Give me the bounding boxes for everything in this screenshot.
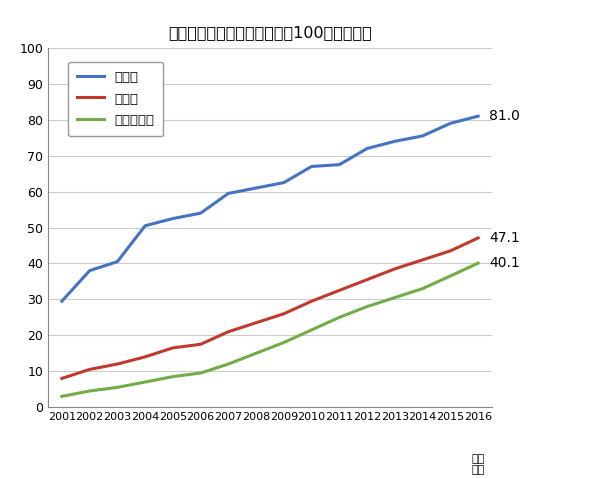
全世界 xyxy=(336,287,343,293)
先進国 xyxy=(197,210,204,216)
開発途上国 xyxy=(253,351,260,356)
開発途上国 xyxy=(169,374,176,379)
全世界 xyxy=(364,277,371,283)
Text: 40.1: 40.1 xyxy=(489,256,520,270)
先進国 xyxy=(142,223,149,228)
全世界 xyxy=(197,342,204,347)
先進国 xyxy=(308,164,315,170)
全世界 xyxy=(391,266,398,272)
開発途上国 xyxy=(336,314,343,320)
開発途上国 xyxy=(280,340,287,345)
先進国 xyxy=(253,185,260,191)
先進国 xyxy=(391,138,398,144)
全世界 xyxy=(114,361,121,367)
先進国 xyxy=(86,268,93,274)
開発途上国 xyxy=(58,394,65,399)
全世界 xyxy=(475,235,482,241)
全世界 xyxy=(58,376,65,381)
Legend: 先進国, 全世界, 開発途上国: 先進国, 全世界, 開発途上国 xyxy=(68,62,163,136)
開発途上国 xyxy=(419,285,426,291)
開発途上国 xyxy=(225,361,232,367)
Text: 47.1: 47.1 xyxy=(489,231,520,245)
先進国 xyxy=(280,180,287,185)
先進国 xyxy=(475,114,482,119)
先進国 xyxy=(114,259,121,264)
Text: 81.0: 81.0 xyxy=(489,109,520,123)
先進国 xyxy=(419,133,426,139)
全世界 xyxy=(142,354,149,360)
全世界 xyxy=(225,329,232,334)
全世界 xyxy=(169,345,176,351)
開発途上国 xyxy=(142,379,149,385)
先進国 xyxy=(447,121,454,126)
開発途上国 xyxy=(308,327,315,333)
全世界 xyxy=(253,320,260,326)
開発途上国 xyxy=(364,304,371,309)
Title: インターネット普及率（住氛100人あたり）: インターネット普及率（住氛100人あたり） xyxy=(168,25,372,40)
先進国 xyxy=(336,162,343,168)
先進国 xyxy=(58,298,65,304)
開発途上国 xyxy=(475,260,482,266)
先進国 xyxy=(364,146,371,151)
Line: 全世界: 全世界 xyxy=(62,238,478,378)
開発途上国 xyxy=(114,385,121,390)
先進国 xyxy=(225,191,232,196)
全世界 xyxy=(419,257,426,262)
Text: （推
計）: （推 計） xyxy=(472,454,485,476)
全世界 xyxy=(308,298,315,304)
全世界 xyxy=(86,366,93,372)
開発途上国 xyxy=(197,370,204,376)
全世界 xyxy=(280,311,287,317)
Line: 開発途上国: 開発途上国 xyxy=(62,263,478,397)
先進国 xyxy=(169,216,176,221)
開発途上国 xyxy=(391,295,398,300)
開発途上国 xyxy=(447,273,454,279)
Line: 先進国: 先進国 xyxy=(62,116,478,301)
全世界 xyxy=(447,248,454,254)
開発途上国 xyxy=(86,388,93,394)
